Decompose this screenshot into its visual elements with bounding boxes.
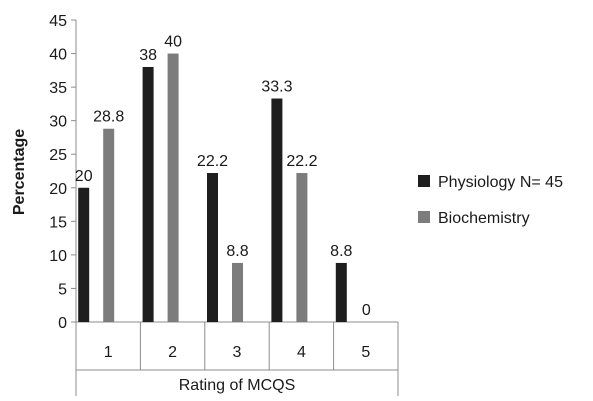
y-tick-label: 5 bbox=[58, 281, 67, 298]
data-label: 22.2 bbox=[197, 153, 228, 170]
data-label: 8.8 bbox=[330, 243, 352, 260]
x-axis-title: Rating of MCQS bbox=[179, 377, 295, 394]
legend-swatch bbox=[418, 211, 430, 223]
legend-label: Biochemistry bbox=[438, 210, 530, 227]
y-tick-label: 20 bbox=[49, 181, 67, 198]
bar bbox=[335, 262, 347, 322]
x-tick-label: 5 bbox=[361, 344, 370, 361]
data-label: 8.8 bbox=[226, 243, 248, 260]
data-label: 38 bbox=[139, 47, 157, 64]
bar bbox=[167, 53, 179, 323]
data-label: 28.8 bbox=[93, 109, 124, 126]
bar bbox=[271, 98, 283, 323]
bar bbox=[296, 173, 308, 322]
bar bbox=[207, 173, 218, 322]
y-tick-label: 40 bbox=[49, 47, 67, 64]
y-tick-label: 0 bbox=[58, 315, 67, 332]
legend-swatch bbox=[418, 175, 430, 187]
x-tick-label: 2 bbox=[168, 344, 177, 361]
data-label: 33.3 bbox=[261, 79, 292, 96]
bars bbox=[78, 53, 347, 323]
legend: Physiology N= 45 Biochemistry bbox=[418, 174, 563, 227]
bar bbox=[78, 187, 90, 322]
x-tick-label: 3 bbox=[233, 344, 242, 361]
y-tick-label: 30 bbox=[49, 114, 67, 131]
x-tick-label: 1 bbox=[104, 344, 113, 361]
data-label: 0 bbox=[362, 302, 371, 319]
data-label: 22.2 bbox=[286, 153, 317, 170]
y-axis: 0 5 10 15 20 25 30 35 40 45 bbox=[49, 13, 77, 332]
data-label: 40 bbox=[164, 34, 182, 51]
y-tick-label: 35 bbox=[49, 80, 67, 97]
y-tick-label: 25 bbox=[49, 147, 67, 164]
legend-label: Physiology N= 45 bbox=[438, 174, 563, 191]
y-tick-label: 10 bbox=[49, 248, 67, 265]
data-labels: 20 38 22.2 33.3 8.8 28.8 40 8.8 22.2 0 bbox=[75, 34, 371, 319]
bar bbox=[232, 262, 243, 322]
y-axis-title: Percentage bbox=[11, 129, 28, 215]
y-tick-label: 15 bbox=[49, 214, 67, 231]
x-tick-label: 4 bbox=[297, 344, 306, 361]
y-tick-label: 45 bbox=[49, 13, 67, 30]
data-label: 20 bbox=[75, 168, 93, 185]
bar bbox=[142, 66, 154, 322]
bar bbox=[103, 128, 115, 322]
